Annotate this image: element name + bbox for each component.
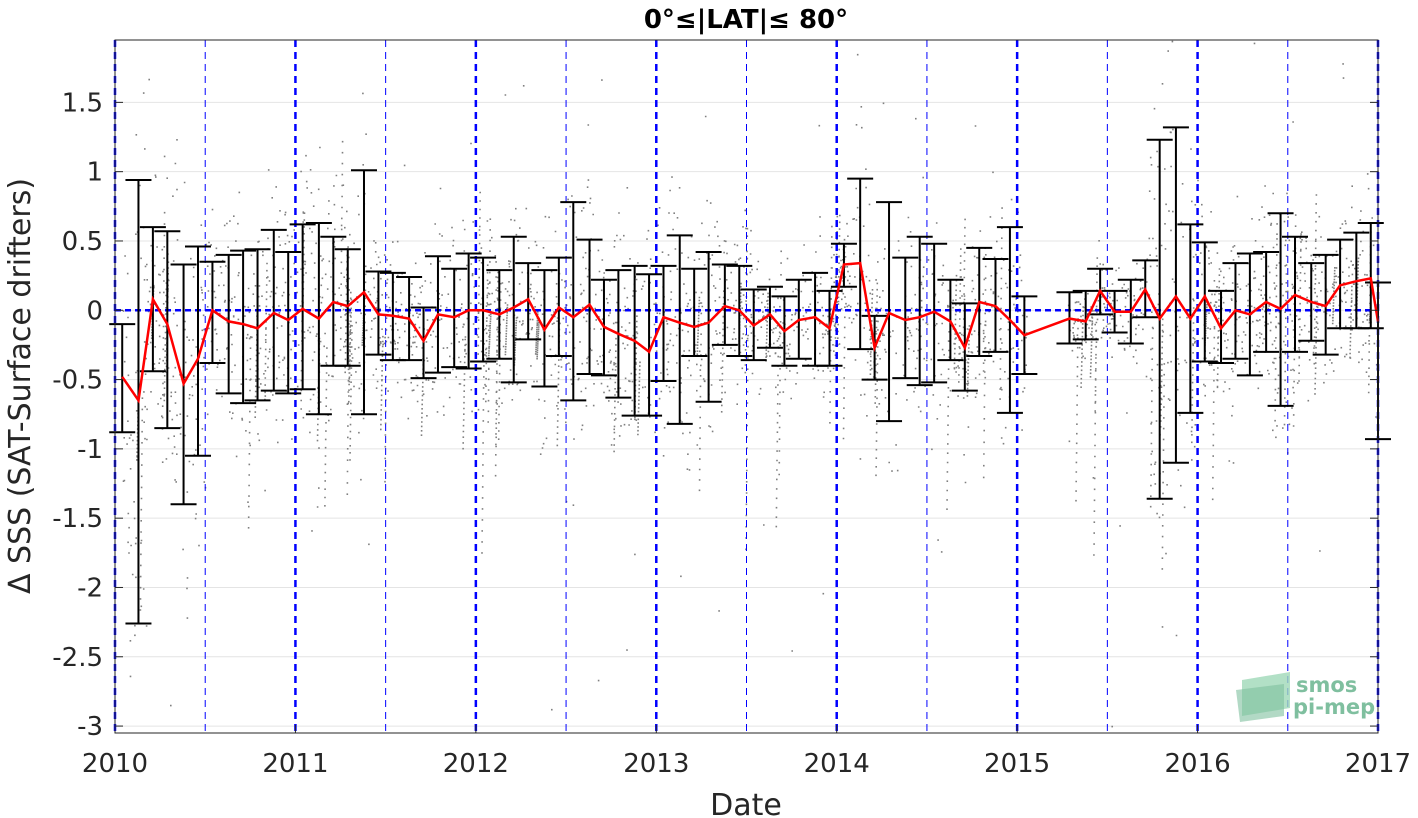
y-axis-label: Δ SSS (SAT-Surface drifters) — [3, 178, 38, 594]
y-tick-label: -0.5 — [52, 366, 103, 396]
x-tick-label: 2014 — [804, 749, 870, 779]
smos-pi-mep-logo: smos pi-mep — [1236, 672, 1375, 722]
y-tick-label: 1.5 — [62, 88, 103, 118]
median-line — [121, 261, 1380, 404]
x-tick-label: 2013 — [623, 749, 689, 779]
x-tick-label: 2010 — [82, 749, 148, 779]
y-axis-ticks: 1.5 1 0.5 0 -0.5 -1 -1.5 -2 -2.5 -3 — [52, 88, 1378, 742]
y-tick-label: -2 — [77, 573, 103, 603]
y-tick-label: -3 — [77, 712, 103, 742]
logo-line1: smos — [1296, 673, 1357, 697]
plot-frame — [114, 39, 1379, 734]
y-tick-label: 1 — [86, 158, 103, 188]
x-tick-label: 2012 — [443, 749, 509, 779]
x-axis-ticks: 2010 2011 2012 2013 2014 2015 2016 2017 — [82, 725, 1411, 779]
y-tick-label: -1.5 — [52, 504, 103, 534]
x-axis-label: Date — [710, 788, 782, 818]
x-tick-label: 2011 — [262, 749, 328, 779]
y-tick-label: -2.5 — [52, 643, 103, 673]
chart-title: 0°≤|LAT|≤ 80° — [644, 5, 848, 35]
y-tick-label: 0.5 — [62, 227, 103, 257]
y-tick-label: -1 — [77, 435, 103, 465]
logo-line2: pi-mep — [1293, 695, 1375, 719]
x-tick-label: 2017 — [1345, 749, 1411, 779]
y-tick-label: 0 — [86, 296, 103, 326]
x-tick-label: 2015 — [984, 749, 1050, 779]
x-tick-label: 2016 — [1164, 749, 1230, 779]
median-series-line — [121, 261, 1380, 404]
